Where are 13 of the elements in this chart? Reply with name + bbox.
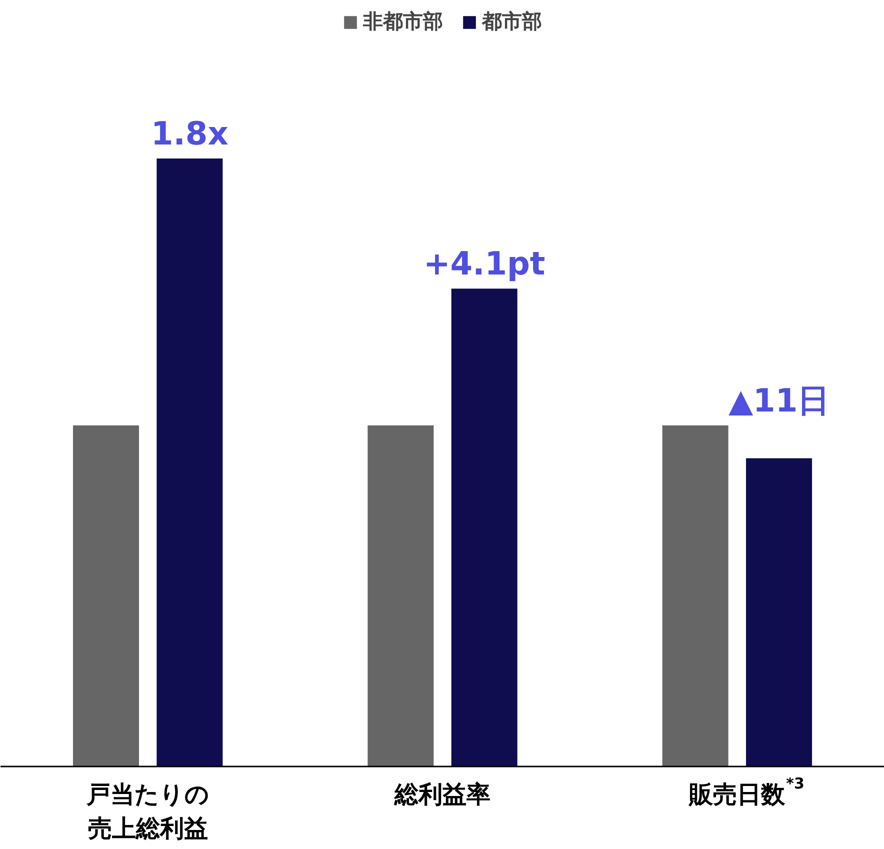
annotation: +4.1pt — [423, 244, 546, 283]
annotation: ▲11日 — [728, 381, 830, 420]
bar — [662, 425, 728, 766]
legend-label: 非都市部 — [363, 8, 443, 35]
bar — [72, 425, 139, 766]
legend-label: 都市部 — [482, 8, 542, 35]
bar — [451, 288, 518, 766]
bar — [746, 458, 812, 766]
x-tick-label: 総利益率 — [394, 780, 490, 808]
text: 1.8x — [151, 114, 229, 152]
bar — [368, 425, 434, 766]
x-tick-label: 戸当たりの売上総利益 — [85, 780, 210, 842]
bar — [156, 158, 223, 766]
